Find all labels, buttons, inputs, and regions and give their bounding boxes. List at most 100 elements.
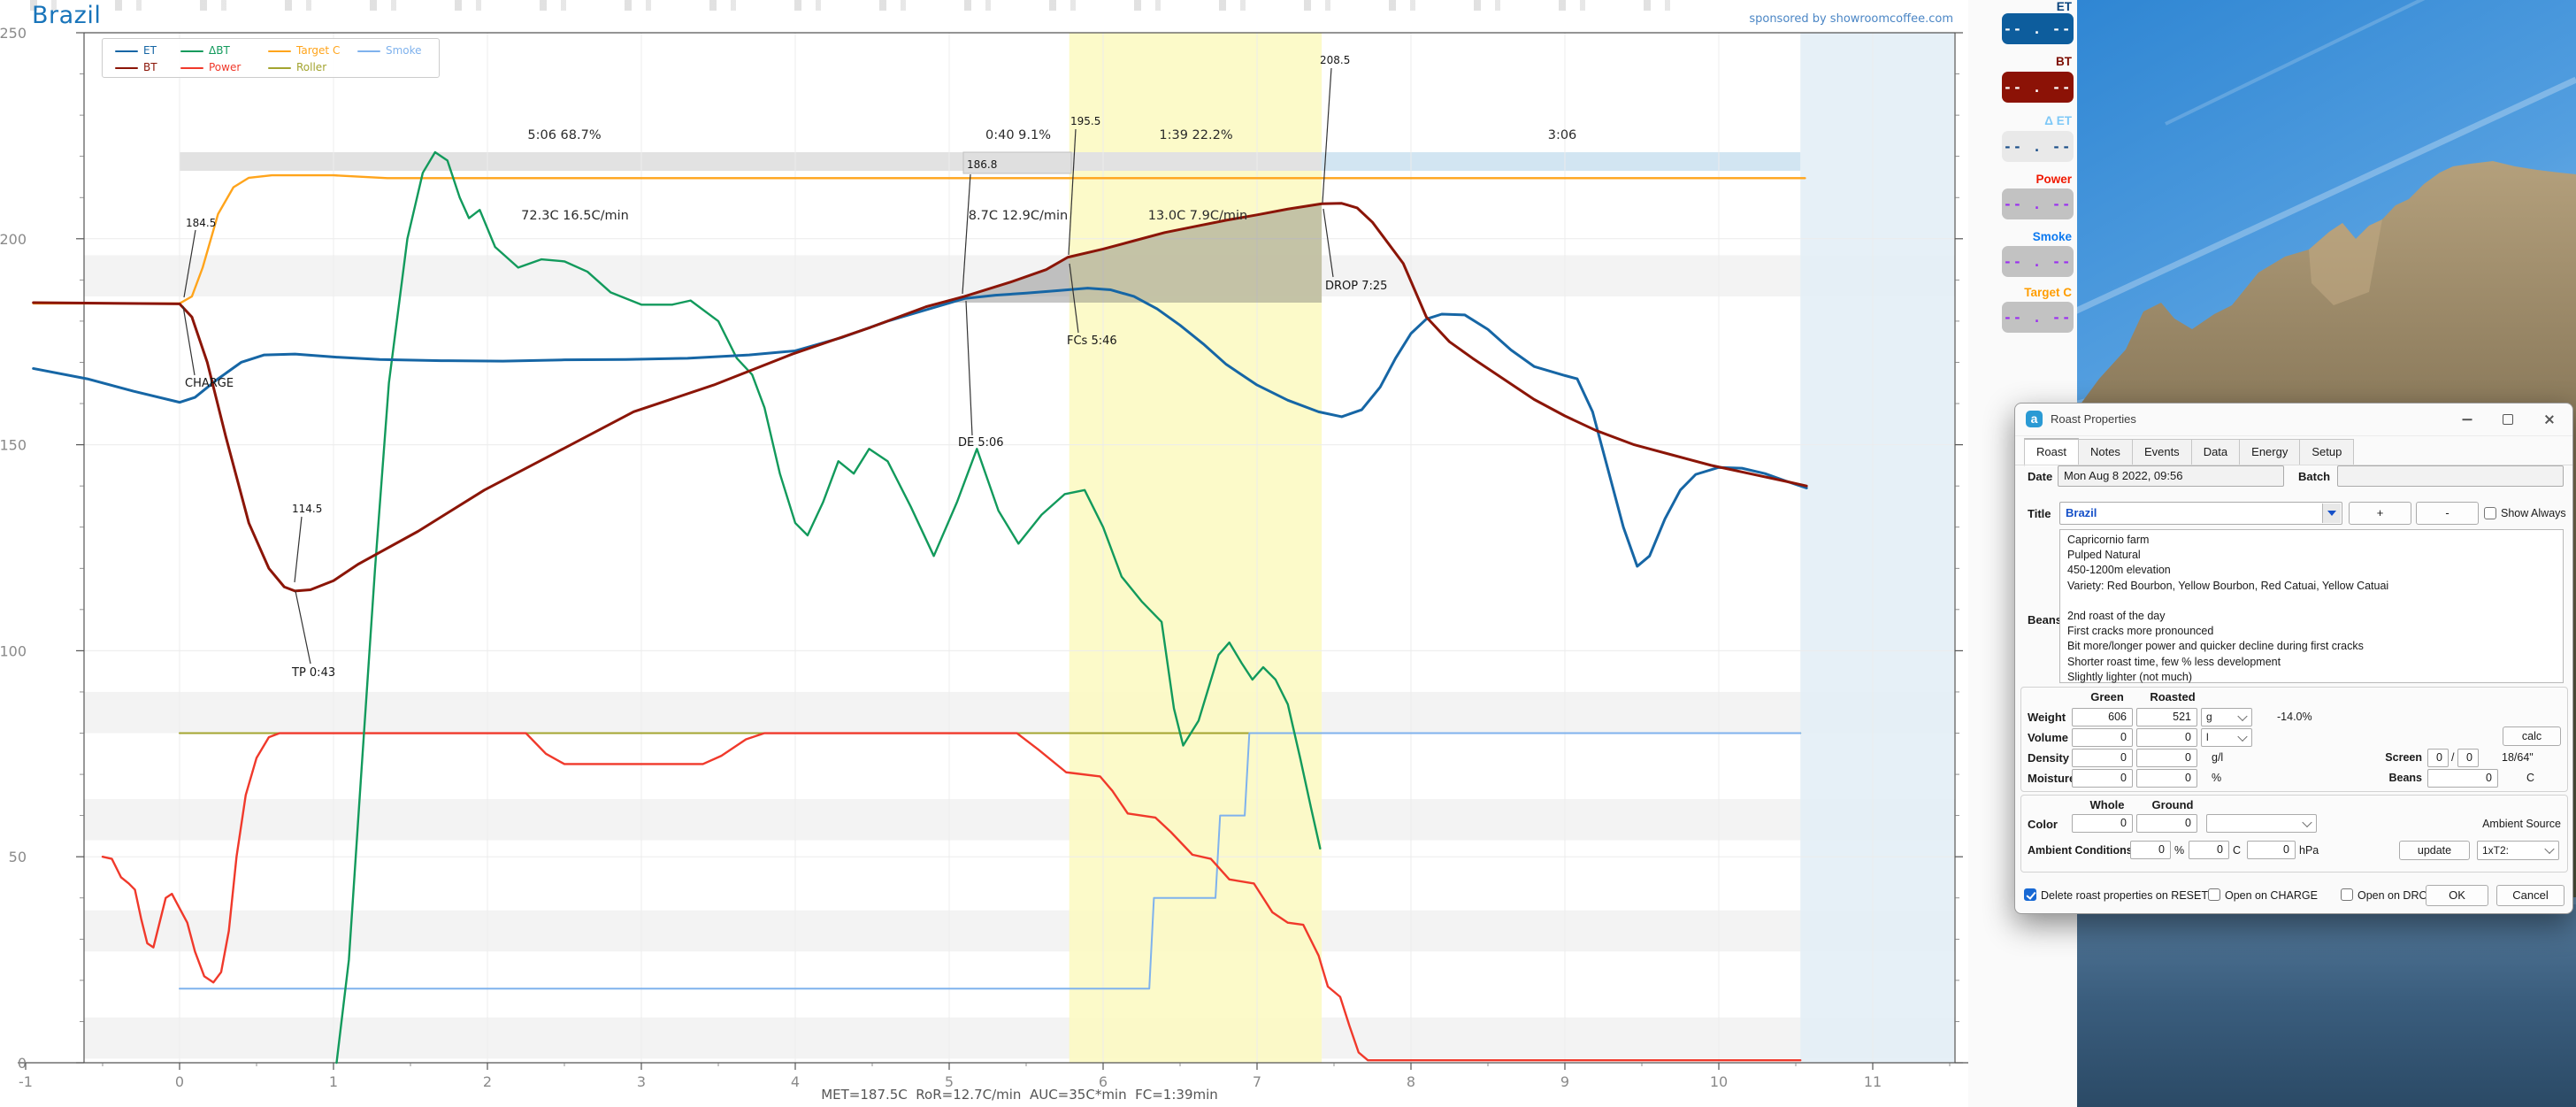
- maximize-button[interactable]: [2488, 404, 2528, 435]
- annotation-line: [1069, 263, 1079, 334]
- annotation-114-5: 114.5: [292, 503, 322, 515]
- cancel-button[interactable]: Cancel: [2496, 885, 2564, 906]
- lcd-label-target-c: Target C: [2024, 286, 2072, 299]
- annotation-184-5: 184.5: [186, 217, 216, 229]
- moisture-green-field[interactable]: 0: [2072, 769, 2133, 788]
- title-minus-button[interactable]: -: [2416, 502, 2479, 525]
- tab-data[interactable]: Data: [2191, 439, 2241, 465]
- chart-legend: ET ΔBT Target C Smoke BT Power Roller: [102, 38, 440, 78]
- mountain-cliff-highlight: [2309, 219, 2382, 305]
- curve-et: [32, 287, 1808, 568]
- beans-textarea[interactable]: Capricornio farm Pulped Natural 450-1200…: [2059, 529, 2564, 683]
- legend-label: BT: [143, 61, 157, 73]
- calc-button[interactable]: calc: [2503, 726, 2561, 746]
- volume-unit-combobox[interactable]: l: [2201, 728, 2252, 747]
- show-always-checkbox[interactable]: [2484, 507, 2496, 519]
- open-on-charge-checkbox[interactable]: [2208, 888, 2220, 901]
- x-tick-label: 0: [175, 1073, 184, 1090]
- chevron-down-icon: [2237, 731, 2248, 742]
- weight-label: Weight: [2028, 711, 2066, 724]
- tab-setup[interactable]: Setup: [2300, 439, 2355, 465]
- legend-label: Target C: [296, 44, 341, 57]
- ambient-temp-field[interactable]: 0: [2189, 841, 2229, 859]
- dialog-tabs: Roast Notes Events Data Energy Setup: [2024, 438, 2355, 466]
- legend-label: ΔBT: [209, 44, 230, 57]
- lcd-display-bt: -- . --: [2002, 72, 2074, 103]
- legend-line-icon: [268, 50, 291, 53]
- screen-field-1[interactable]: 0: [2427, 749, 2449, 767]
- annotation-line: [1068, 128, 1077, 256]
- legend-item-δbt: ΔBT: [180, 42, 264, 59]
- screen-field-2[interactable]: 0: [2457, 749, 2479, 767]
- density-roasted-field[interactable]: 0: [2136, 749, 2197, 767]
- annotation-line: [294, 516, 303, 583]
- contrail: [2165, 0, 2426, 126]
- color-ground-field[interactable]: 0: [2136, 814, 2197, 833]
- dialog-title: Roast Properties: [2051, 412, 2136, 426]
- close-button[interactable]: [2528, 404, 2569, 435]
- roast-properties-dialog: a Roast Properties Roast Notes Events Data E…: [2014, 403, 2573, 914]
- whole-header: Whole: [2089, 798, 2125, 811]
- chevron-down-icon: [2302, 817, 2312, 827]
- cut-off-toolbar: [0, 0, 1681, 11]
- delete-on-reset-checkbox[interactable]: [2024, 888, 2036, 901]
- tab-energy[interactable]: Energy: [2240, 439, 2301, 465]
- dialog-titlebar[interactable]: a Roast Properties: [2015, 404, 2572, 436]
- weight-green-field[interactable]: 606: [2072, 708, 2133, 726]
- bg-stripe: [84, 1017, 1955, 1059]
- lake-water: [2077, 897, 2576, 1107]
- weight-roasted-field[interactable]: 521: [2136, 708, 2197, 726]
- screen-label: Screen: [2385, 751, 2422, 764]
- roast-profile-chart[interactable]: 0501001502002500510152025-10123456789101…: [0, 0, 2077, 1107]
- dropdown-button[interactable]: [2322, 504, 2341, 523]
- y-tick-label: 250: [0, 25, 27, 42]
- humidity-field[interactable]: 0: [2130, 841, 2171, 859]
- density-green-field[interactable]: 0: [2072, 749, 2133, 767]
- moisture-roasted-field[interactable]: 0: [2136, 769, 2197, 788]
- annotation-208-5: 208.5: [1320, 54, 1350, 66]
- update-button[interactable]: update: [2399, 841, 2470, 860]
- tab-roast[interactable]: Roast: [2024, 438, 2079, 466]
- moisture-unit-label: %: [2212, 772, 2222, 784]
- dropdown-arrow-icon: [2327, 511, 2336, 516]
- beans-temp-field[interactable]: 0: [2427, 769, 2498, 788]
- legend-line-icon: [357, 50, 380, 53]
- sponsored-link[interactable]: sponsored by showroomcoffee.com: [1749, 12, 1953, 26]
- annotation-drop-7-25: DROP 7:25: [1325, 280, 1387, 293]
- open-on-drop-checkbox[interactable]: [2341, 888, 2353, 901]
- pressure-field[interactable]: 0: [2247, 841, 2296, 859]
- lcd-display-smoke: -- . --: [2002, 246, 2074, 277]
- legend-item-smoke: Smoke: [357, 42, 441, 59]
- annotation-line: [183, 229, 196, 298]
- ok-button[interactable]: OK: [2426, 885, 2488, 906]
- phase-label: 8.7C 12.9C/min: [969, 209, 1068, 223]
- color-system-combobox[interactable]: [2206, 814, 2317, 833]
- y-tick-label: 50: [9, 849, 27, 865]
- batch-field[interactable]: [2337, 465, 2564, 487]
- x-tick-label: 8: [1407, 1073, 1415, 1090]
- color-whole-field[interactable]: 0: [2072, 814, 2133, 833]
- annotation-fcs-5-46: FCs 5:46: [1067, 334, 1117, 348]
- volume-roasted-field[interactable]: 0: [2136, 728, 2197, 747]
- y-tick-label: 200: [0, 231, 27, 248]
- annotation-line: [1322, 67, 1332, 204]
- legend-item-power: Power: [180, 59, 264, 76]
- curve-smoke: [179, 732, 1802, 990]
- title-plus-button[interactable]: +: [2349, 502, 2411, 525]
- pressure-unit: hPa: [2299, 844, 2319, 857]
- tab-notes[interactable]: Notes: [2078, 439, 2133, 465]
- tab-events[interactable]: Events: [2132, 439, 2192, 465]
- title-combobox[interactable]: Brazil: [2059, 502, 2342, 525]
- ambient-source-value: 1xT2:: [2482, 844, 2510, 857]
- volume-green-field[interactable]: 0: [2072, 728, 2133, 747]
- minimize-button[interactable]: [2447, 404, 2488, 435]
- legend-label: Smoke: [386, 44, 422, 57]
- legend-row: BT Power Roller: [103, 59, 439, 76]
- lcd-label-power: Power: [2036, 173, 2072, 186]
- weight-unit-combobox[interactable]: g: [2201, 708, 2252, 726]
- bg-stripe: [84, 691, 1955, 734]
- delete-on-reset-label: Delete roast properties on RESET: [2041, 889, 2208, 902]
- ambient-source-combobox[interactable]: 1xT2:: [2477, 841, 2559, 860]
- x-tick-label: 10: [1710, 1073, 1728, 1090]
